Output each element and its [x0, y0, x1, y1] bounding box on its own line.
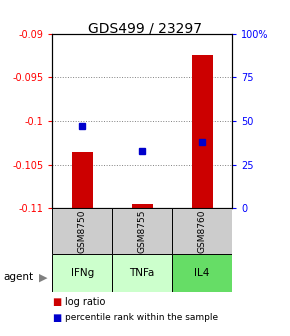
Text: IL4: IL4	[194, 268, 210, 278]
FancyBboxPatch shape	[172, 208, 232, 254]
Bar	[192, 55, 213, 208]
Text: agent: agent	[3, 272, 33, 282]
FancyBboxPatch shape	[52, 254, 112, 292]
Bar	[72, 152, 93, 208]
Text: percentile rank within the sample: percentile rank within the sample	[65, 313, 218, 322]
Text: ■: ■	[52, 297, 61, 307]
Text: ▶: ▶	[39, 272, 48, 282]
Text: TNFa: TNFa	[129, 268, 155, 278]
Text: IFNg: IFNg	[70, 268, 94, 278]
FancyBboxPatch shape	[52, 208, 112, 254]
Bar	[132, 204, 153, 208]
Text: log ratio: log ratio	[65, 297, 106, 307]
Text: GSM8755: GSM8755	[137, 209, 147, 253]
Text: GSM8760: GSM8760	[197, 209, 206, 253]
FancyBboxPatch shape	[172, 254, 232, 292]
Text: GDS499 / 23297: GDS499 / 23297	[88, 22, 202, 36]
FancyBboxPatch shape	[112, 208, 172, 254]
Text: GSM8750: GSM8750	[78, 209, 87, 253]
Text: ■: ■	[52, 312, 61, 323]
FancyBboxPatch shape	[112, 254, 172, 292]
